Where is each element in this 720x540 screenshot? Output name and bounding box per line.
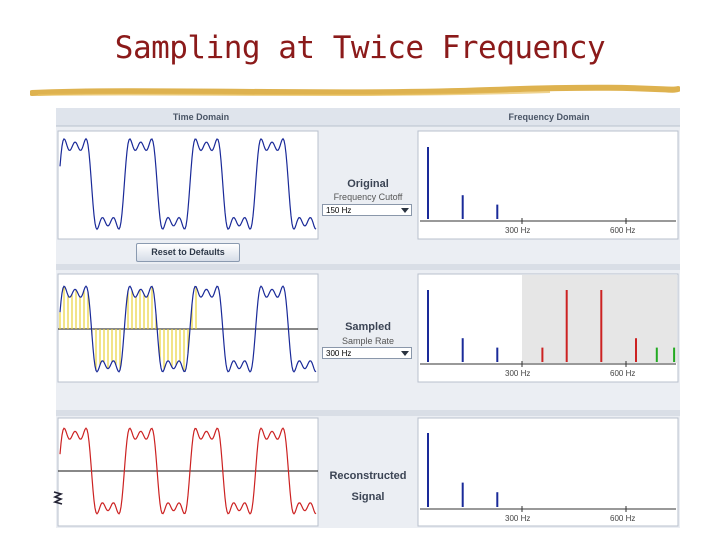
chevron-down-icon	[401, 208, 409, 213]
slide-title: Sampling at Twice Frequency	[114, 30, 606, 66]
reconstructed-subtitle: Signal	[351, 491, 385, 503]
original-time-plot	[57, 130, 319, 240]
chevron-down-icon	[401, 351, 409, 356]
tick-600: 600 Hz	[610, 369, 636, 378]
tick-600: 600 Hz	[610, 226, 636, 235]
original-waveform	[59, 137, 317, 231]
sample-rate-value: 300 Hz	[326, 349, 352, 358]
reset-to-defaults-button[interactable]: Reset to Defaults	[136, 243, 240, 262]
reconstructed-title: Reconstructed	[329, 470, 407, 482]
original-title: Original	[347, 178, 389, 190]
alias-region-shading	[522, 275, 677, 363]
tick-300: 300 Hz	[505, 369, 531, 378]
logo-icon	[52, 491, 64, 505]
frequency-cutoff-label: Frequency Cutoff	[333, 192, 403, 202]
tick-300: 300 Hz	[505, 226, 531, 235]
reconstructed-time-plot	[57, 417, 319, 527]
frequency-cutoff-value: 150 Hz	[326, 206, 352, 215]
sampled-time-plot	[57, 273, 319, 383]
title-underline	[30, 84, 680, 97]
sample-rate-label: Sample Rate	[341, 336, 395, 346]
original-frequency-plot	[417, 130, 679, 240]
frequency-domain-header: Frequency Domain	[508, 112, 590, 122]
sample-rate-select[interactable]: 300 Hz	[322, 347, 412, 359]
tick-600: 600 Hz	[610, 514, 636, 523]
frequency-cutoff-select[interactable]: 150 Hz	[322, 204, 412, 216]
tick-300: 300 Hz	[505, 514, 531, 523]
sampled-title: Sampled	[345, 321, 391, 333]
time-domain-header: Time Domain	[172, 112, 230, 122]
reconstructed-waveform	[59, 427, 317, 515]
reconstructed-frequency-plot	[417, 417, 679, 527]
sampled-waveform	[59, 285, 317, 373]
